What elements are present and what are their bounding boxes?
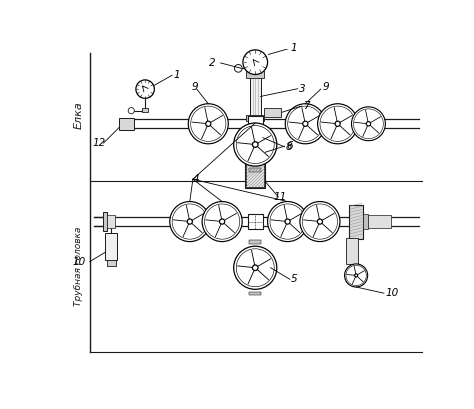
FancyBboxPatch shape: [349, 204, 363, 238]
Bar: [251, 65, 259, 72]
Bar: [105, 233, 118, 260]
Circle shape: [345, 264, 368, 287]
Bar: [346, 238, 358, 264]
Circle shape: [187, 219, 192, 224]
Bar: [119, 118, 134, 130]
Bar: [247, 147, 264, 157]
Bar: [368, 216, 391, 228]
Text: Трубная головка: Трубная головка: [74, 227, 83, 306]
Bar: [363, 214, 368, 229]
Bar: [246, 147, 264, 187]
Circle shape: [285, 104, 325, 144]
Circle shape: [253, 142, 258, 147]
Text: 9: 9: [322, 82, 329, 92]
Bar: [264, 108, 282, 117]
Circle shape: [285, 219, 290, 224]
Circle shape: [267, 202, 308, 242]
Text: 1: 1: [291, 43, 297, 53]
Text: 1: 1: [173, 70, 180, 80]
Bar: [108, 216, 115, 228]
Circle shape: [243, 50, 267, 74]
Text: Елка: Елка: [74, 101, 84, 129]
Bar: [103, 212, 108, 231]
Circle shape: [335, 121, 340, 126]
Circle shape: [234, 246, 277, 289]
Circle shape: [303, 121, 308, 126]
Circle shape: [206, 121, 211, 126]
Text: 10: 10: [73, 256, 86, 267]
Bar: [249, 240, 261, 244]
Bar: [324, 118, 330, 130]
Text: 10: 10: [385, 288, 399, 298]
Circle shape: [318, 104, 358, 144]
Bar: [247, 214, 263, 229]
Bar: [249, 117, 261, 121]
Bar: [356, 118, 362, 130]
Circle shape: [136, 80, 155, 98]
Bar: [246, 115, 264, 121]
Bar: [249, 125, 261, 129]
Circle shape: [219, 219, 225, 224]
Circle shape: [235, 65, 242, 72]
Bar: [250, 75, 261, 118]
Text: 6: 6: [286, 141, 292, 151]
Bar: [249, 283, 261, 287]
Circle shape: [170, 202, 210, 242]
Circle shape: [188, 104, 228, 144]
Text: 3: 3: [299, 84, 306, 94]
Bar: [246, 72, 264, 78]
Bar: [248, 131, 262, 144]
Bar: [249, 292, 261, 295]
Circle shape: [366, 121, 371, 126]
Bar: [306, 216, 312, 228]
Bar: [245, 145, 265, 188]
Bar: [249, 132, 261, 143]
Text: 8: 8: [286, 142, 292, 152]
Circle shape: [128, 108, 134, 114]
Circle shape: [317, 219, 322, 224]
Circle shape: [300, 202, 340, 242]
Text: 5: 5: [291, 274, 297, 284]
Text: 7: 7: [303, 101, 310, 111]
Circle shape: [234, 123, 277, 166]
Bar: [208, 216, 214, 228]
Bar: [249, 169, 261, 172]
Text: 11: 11: [273, 192, 286, 202]
Text: 4: 4: [193, 174, 200, 184]
Bar: [249, 249, 261, 252]
Bar: [142, 108, 148, 112]
Bar: [247, 116, 263, 131]
Circle shape: [202, 202, 242, 242]
Bar: [246, 146, 264, 158]
Text: 2: 2: [209, 58, 216, 68]
Circle shape: [352, 107, 385, 141]
Bar: [249, 160, 261, 164]
Circle shape: [355, 274, 357, 277]
Text: 9: 9: [191, 82, 198, 92]
Text: 12: 12: [93, 138, 106, 148]
Circle shape: [253, 265, 258, 271]
Bar: [107, 260, 116, 266]
